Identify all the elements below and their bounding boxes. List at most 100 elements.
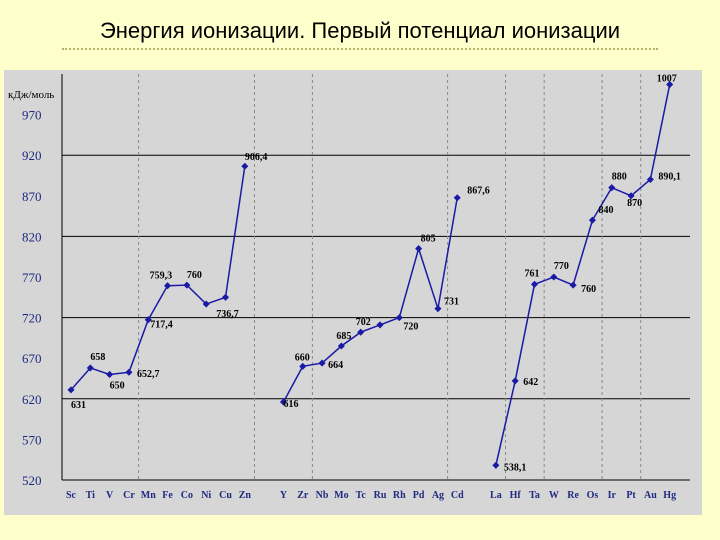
title-underline <box>62 48 658 50</box>
data-point <box>395 314 403 322</box>
data-label: 664 <box>328 360 343 371</box>
y-tick-label: 670 <box>22 351 42 366</box>
series-line-5d <box>495 84 671 466</box>
x-tick-label: Cr <box>123 490 135 501</box>
data-point <box>164 282 172 290</box>
x-tick-label: Zn <box>239 490 252 501</box>
data-label: 731 <box>444 297 459 308</box>
data-label: 760 <box>581 284 596 295</box>
x-tick-label: Tc <box>356 490 367 501</box>
data-label: 840 <box>598 205 613 216</box>
y-tick-label: 770 <box>22 270 42 285</box>
chart-title: Энергия ионизации. Первый потенциал иони… <box>99 18 621 43</box>
y-tick-label: 820 <box>22 229 42 244</box>
data-label: 880 <box>612 172 627 183</box>
y-tick-label: 920 <box>22 148 42 163</box>
x-tick-label: Mo <box>334 490 348 501</box>
x-tick-label: Ti <box>86 490 95 501</box>
axis-layer: 520 570 620 670 720 770 820 870 920 970 Sc Ti V Cr Mn F… <box>22 74 690 501</box>
data-label: 720 <box>403 322 418 333</box>
data-point <box>202 300 210 308</box>
x-tick-label: Y <box>280 490 288 501</box>
data-point <box>376 321 384 329</box>
label-layer: 631 658 650 652,7 717,4 759,3 760 736,7 906,4 616… <box>71 74 681 474</box>
data-label: 760 <box>187 270 202 281</box>
data-point <box>67 386 75 394</box>
data-label: 538,1 <box>504 462 527 473</box>
data-label: 761 <box>525 268 540 279</box>
data-label: 658 <box>90 352 105 363</box>
x-tick-label: Hg <box>663 490 676 501</box>
data-label: 652,7 <box>137 369 160 380</box>
data-point <box>588 216 596 224</box>
data-point <box>627 192 635 200</box>
y-tick-label: 570 <box>22 432 42 447</box>
data-label: 890,1 <box>658 171 681 182</box>
data-point <box>666 81 674 89</box>
x-tick-label: Mn <box>141 490 156 501</box>
data-point <box>357 328 365 336</box>
x-tick-label: Ru <box>374 490 387 501</box>
x-tick-label: Cd <box>451 490 464 501</box>
data-point <box>183 281 191 289</box>
x-tick-label: V <box>106 490 114 501</box>
y-tick-label: 720 <box>22 311 42 326</box>
data-label: 642 <box>523 377 538 388</box>
data-point <box>299 362 307 370</box>
x-tick-label: Cu <box>219 490 232 501</box>
data-point <box>530 280 539 288</box>
x-tick-label: Re <box>567 490 579 501</box>
data-point <box>86 364 94 372</box>
data-point <box>144 316 152 324</box>
data-label: 702 <box>356 317 371 328</box>
y-tick-label: 870 <box>22 189 42 204</box>
data-point <box>318 359 326 367</box>
data-label: 631 <box>71 400 86 411</box>
data-point <box>241 162 249 170</box>
x-tick-label: Ir <box>608 490 617 501</box>
data-point <box>415 245 423 253</box>
data-label: 650 <box>110 380 125 391</box>
x-tick-label: Ag <box>432 490 444 501</box>
y-tick-label: 620 <box>22 392 42 407</box>
x-tick-label: Sc <box>66 490 77 501</box>
data-point <box>550 273 558 281</box>
data-point <box>608 184 616 192</box>
grid-layer <box>62 74 690 480</box>
x-tick-label: Ni <box>201 490 211 501</box>
data-label: 906,4 <box>245 152 268 163</box>
x-tick-label: Hf <box>510 490 522 501</box>
x-tick-label: W <box>549 490 559 501</box>
y-axis-unit-label: кДж/моль <box>8 89 54 101</box>
x-tick-label: La <box>490 490 502 501</box>
series-line-3d <box>70 166 246 391</box>
data-point <box>492 461 500 469</box>
data-point <box>453 194 461 202</box>
y-tick-label: 970 <box>22 108 42 123</box>
x-tick-label: Ta <box>529 490 540 501</box>
data-label: 870 <box>627 198 642 209</box>
data-label: 805 <box>421 234 436 245</box>
x-tick-label: Fe <box>162 490 173 501</box>
data-label: 736,7 <box>216 309 239 320</box>
data-point <box>337 342 345 350</box>
data-label: 660 <box>295 352 310 363</box>
y-tick-label: 520 <box>22 473 42 488</box>
chart-panel <box>4 70 702 515</box>
data-label: 616 <box>283 399 298 410</box>
series-layer <box>67 81 674 469</box>
x-tick-label: Co <box>181 490 193 501</box>
data-point <box>279 398 287 406</box>
data-label: 759,3 <box>150 271 173 282</box>
data-label: 685 <box>336 331 351 342</box>
data-label: 1007 <box>657 74 677 85</box>
x-tick-label: Zr <box>297 490 309 501</box>
x-tick-label: Au <box>644 490 657 501</box>
data-point <box>434 305 442 313</box>
data-label: 867,6 <box>467 186 490 197</box>
data-point <box>106 370 114 378</box>
x-tick-label: Rh <box>393 490 406 501</box>
data-label: 770 <box>554 261 569 272</box>
x-tick-label: Os <box>587 490 599 501</box>
